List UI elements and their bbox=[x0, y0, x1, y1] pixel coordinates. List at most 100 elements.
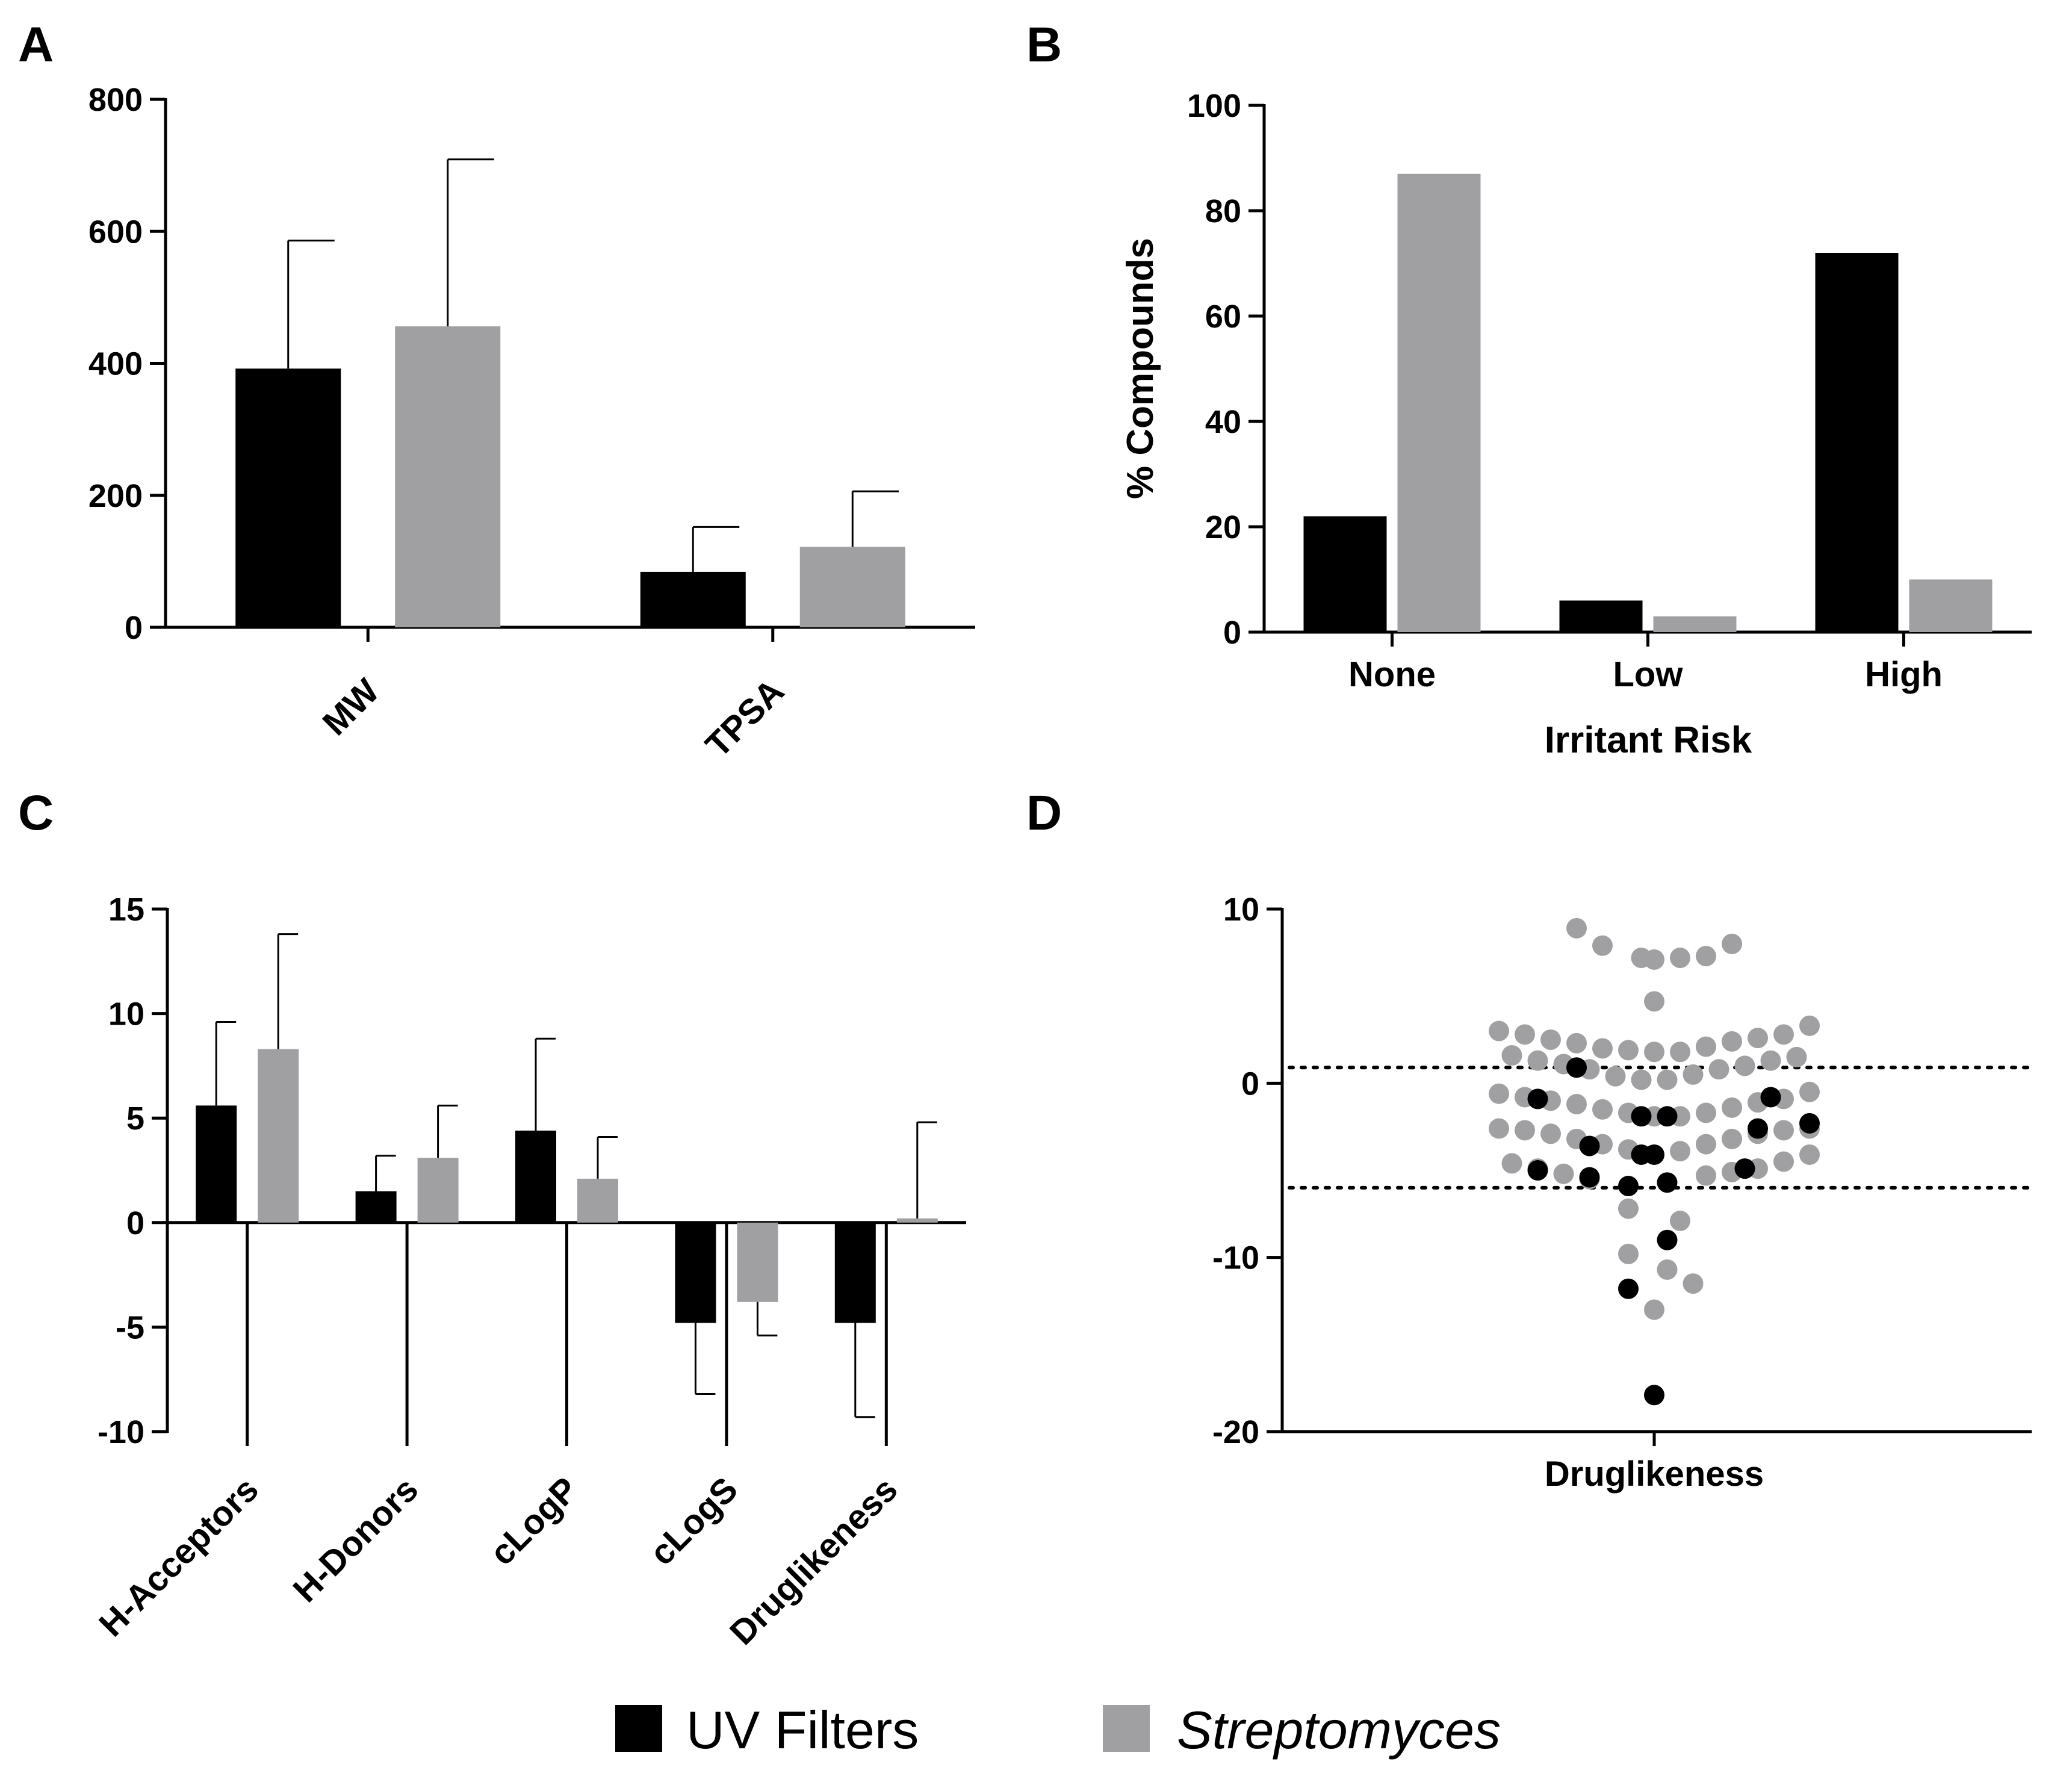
point-streptomyces bbox=[1799, 1144, 1820, 1165]
y-tick-label: 10 bbox=[108, 996, 144, 1032]
point-uv-filters bbox=[1799, 1113, 1820, 1134]
y-tick-label: -10 bbox=[1212, 1240, 1259, 1276]
panel-b-chart: 0 20 40 60 80 100 None Low High Irritant Risk % Co… bbox=[1120, 88, 2032, 761]
legend-swatch-streptomyces bbox=[1103, 1705, 1150, 1752]
point-streptomyces bbox=[1696, 1165, 1716, 1186]
bar-streptomyces-high bbox=[1909, 579, 1993, 632]
point-streptomyces bbox=[1489, 1118, 1509, 1139]
bar-uv-filters-tpsa bbox=[640, 571, 746, 627]
point-streptomyces bbox=[1799, 1015, 1820, 1036]
category-label-tpsa: TPSA bbox=[698, 671, 792, 765]
y-tick-label: -5 bbox=[116, 1309, 144, 1346]
point-streptomyces bbox=[1631, 1069, 1652, 1090]
point-uv-filters bbox=[1527, 1160, 1548, 1181]
point-streptomyces bbox=[1773, 1120, 1794, 1141]
legend-label-streptomyces: Streptomyces bbox=[1177, 1700, 1501, 1760]
panel-c-chart: -10 -5 0 5 10 15 H-Acceptors H-Donors cLogP cLogS… bbox=[92, 892, 966, 1653]
point-streptomyces bbox=[1592, 935, 1613, 956]
bar-streptomyces-h-donors bbox=[417, 1158, 459, 1223]
point-uv-filters bbox=[1618, 1278, 1639, 1299]
x-axis-title: Irritant Risk bbox=[1545, 719, 1752, 761]
legend: UV Filters Streptomyces bbox=[615, 1700, 1501, 1760]
category-label-h-donors: H-Donors bbox=[286, 1470, 426, 1610]
point-streptomyces bbox=[1670, 948, 1690, 969]
panel-a-chart: 0 200 400 600 800 MW TPSA bbox=[88, 82, 975, 765]
point-streptomyces bbox=[1644, 1042, 1664, 1063]
bar-uv-filters-clogp bbox=[515, 1131, 556, 1223]
point-streptomyces bbox=[1489, 1083, 1509, 1104]
point-streptomyces bbox=[1722, 1097, 1742, 1118]
y-tick-label: 100 bbox=[1187, 88, 1241, 124]
point-streptomyces bbox=[1722, 1031, 1742, 1052]
point-streptomyces bbox=[1696, 1102, 1716, 1123]
bar-uv-filters-mw bbox=[235, 368, 341, 627]
bar-uv-filters-low bbox=[1559, 600, 1643, 632]
bar-uv-filters-h-acceptors bbox=[196, 1105, 237, 1223]
point-uv-filters bbox=[1657, 1172, 1678, 1193]
bar-streptomyces-druglikeness bbox=[896, 1218, 938, 1223]
point-streptomyces bbox=[1553, 1163, 1574, 1184]
point-streptomyces bbox=[1773, 1151, 1794, 1172]
point-streptomyces bbox=[1540, 1123, 1561, 1144]
bar-uv-filters-clogs bbox=[675, 1222, 716, 1323]
point-streptomyces bbox=[1696, 1134, 1716, 1155]
point-streptomyces bbox=[1515, 1120, 1535, 1141]
bar-uv-filters-none bbox=[1303, 516, 1387, 632]
bar-uv-filters-h-donors bbox=[355, 1191, 397, 1223]
point-streptomyces bbox=[1670, 1210, 1690, 1231]
point-streptomyces bbox=[1670, 1141, 1690, 1162]
panel-d-chart: -20 -10 0 10 Druglikeness bbox=[1212, 892, 2033, 1494]
point-streptomyces bbox=[1786, 1046, 1807, 1067]
y-tick-label: 5 bbox=[126, 1100, 144, 1137]
point-streptomyces bbox=[1760, 1050, 1781, 1071]
point-uv-filters bbox=[1734, 1158, 1755, 1179]
category-label-none: None bbox=[1348, 655, 1436, 694]
y-tick-label: 0 bbox=[1241, 1066, 1259, 1102]
y-axis-title: % Compounds bbox=[1120, 238, 1161, 499]
point-uv-filters bbox=[1748, 1118, 1768, 1139]
y-tick-label: -10 bbox=[98, 1414, 144, 1450]
y-tick-label: 0 bbox=[126, 1205, 144, 1241]
y-tick-label: 60 bbox=[1205, 299, 1241, 335]
y-tick-label: -20 bbox=[1212, 1414, 1259, 1450]
bar-streptomyces-clogs bbox=[737, 1222, 778, 1302]
panel-label-d: D bbox=[1026, 786, 1062, 840]
point-streptomyces bbox=[1501, 1153, 1522, 1174]
point-streptomyces bbox=[1748, 1028, 1768, 1049]
y-tick-label: 0 bbox=[125, 610, 143, 646]
category-label-clogs: cLogS bbox=[642, 1470, 745, 1572]
point-streptomyces bbox=[1734, 1055, 1755, 1076]
point-streptomyces bbox=[1722, 933, 1742, 954]
point-streptomyces bbox=[1592, 1038, 1613, 1059]
bar-streptomyces-tpsa bbox=[799, 547, 905, 627]
point-uv-filters bbox=[1566, 1057, 1587, 1078]
point-streptomyces bbox=[1566, 917, 1587, 939]
point-streptomyces bbox=[1696, 946, 1716, 967]
point-streptomyces bbox=[1644, 991, 1664, 1012]
panel-label-c: C bbox=[18, 786, 54, 840]
bar-streptomyces-h-acceptors bbox=[258, 1049, 299, 1223]
category-label-h-acceptors: H-Acceptors bbox=[92, 1470, 266, 1644]
legend-label-uv-filters: UV Filters bbox=[686, 1700, 919, 1760]
category-label-high: High bbox=[1865, 655, 1943, 694]
panel-label-b: B bbox=[1026, 17, 1062, 72]
bar-streptomyces-clogp bbox=[577, 1178, 618, 1223]
point-streptomyces bbox=[1618, 1198, 1639, 1219]
bar-streptomyces-low bbox=[1653, 616, 1737, 632]
point-streptomyces bbox=[1683, 1273, 1704, 1294]
point-streptomyces bbox=[1527, 1050, 1548, 1071]
category-label-druglikeness: Druglikeness bbox=[722, 1470, 905, 1653]
y-tick-label: 800 bbox=[88, 82, 143, 118]
y-tick-label: 200 bbox=[88, 478, 143, 514]
point-uv-filters bbox=[1631, 1106, 1652, 1127]
point-uv-filters bbox=[1644, 1385, 1664, 1406]
point-uv-filters bbox=[1579, 1135, 1600, 1156]
point-streptomyces bbox=[1605, 1066, 1626, 1087]
y-tick-label: 40 bbox=[1205, 404, 1241, 440]
point-streptomyces bbox=[1657, 1259, 1678, 1280]
category-label-low: Low bbox=[1613, 655, 1684, 694]
point-uv-filters bbox=[1657, 1229, 1678, 1250]
bar-uv-filters-druglikeness bbox=[834, 1222, 876, 1323]
point-streptomyces bbox=[1722, 1128, 1742, 1149]
